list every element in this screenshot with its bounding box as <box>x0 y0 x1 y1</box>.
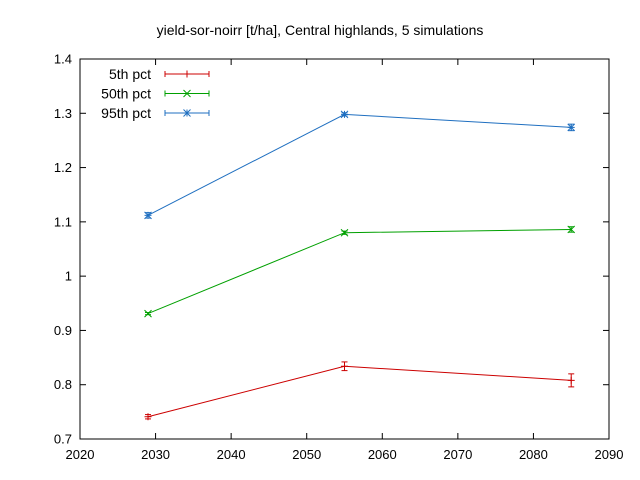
plot-frame <box>79 58 610 440</box>
series-line <box>147 228 572 315</box>
x-tick-label: 2080 <box>519 447 548 462</box>
series-group <box>144 110 576 421</box>
marker-line <box>144 211 152 220</box>
y-tick-label: 1.1 <box>54 214 72 229</box>
x-axis-ticks: 2020 2030 2040 2050 2060 2070 2080 2090 <box>66 59 624 462</box>
legend-entry: 5th pct <box>109 66 210 82</box>
legend-label: 95th pct <box>101 105 151 121</box>
y-tick-label: 0.7 <box>54 432 72 447</box>
legend-label: 5th pct <box>109 66 151 82</box>
legend-marker <box>183 109 191 117</box>
data-point <box>567 225 576 234</box>
axes <box>79 58 610 440</box>
x-tick-label: 2060 <box>368 447 397 462</box>
legend-marker <box>183 70 191 78</box>
legend-marker <box>183 89 191 98</box>
marker-line <box>183 109 191 117</box>
marker-line <box>567 225 576 234</box>
y-tick-label: 1 <box>65 269 72 284</box>
x-tick-label: 2070 <box>443 447 472 462</box>
data-point <box>144 309 152 318</box>
marker-line <box>183 89 191 98</box>
marker-line <box>340 110 349 119</box>
y-tick-label: 0.8 <box>54 377 72 392</box>
series-line <box>147 365 572 418</box>
data-point <box>340 110 349 119</box>
marker-line <box>144 309 152 318</box>
x-tick-label: 2020 <box>66 447 95 462</box>
x-tick-label: 2090 <box>595 447 624 462</box>
legend-entry: 50th pct <box>101 86 210 102</box>
x-tick-label: 2050 <box>292 447 321 462</box>
data-point <box>567 123 576 132</box>
y-axis-ticks: 0.7 0.8 0.9 1 1.1 1.2 1.3 1.4 <box>54 52 609 447</box>
y-tick-label: 1.4 <box>54 52 72 67</box>
series-2 <box>144 225 576 318</box>
data-point <box>340 228 349 237</box>
x-tick-label: 2030 <box>141 447 170 462</box>
marker-line <box>340 228 349 237</box>
legend-entry: 95th pct <box>101 105 210 121</box>
legend: 5th pct 50th pct 95th pct <box>101 66 210 121</box>
data-point <box>144 413 152 421</box>
series-line <box>147 113 572 216</box>
legend-label: 50th pct <box>101 86 151 102</box>
series-3 <box>144 110 576 220</box>
marker-line <box>567 123 576 132</box>
series-1 <box>144 361 575 421</box>
y-tick-label: 1.3 <box>54 106 72 121</box>
data-point <box>567 376 575 384</box>
data-point <box>144 211 152 220</box>
x-tick-label: 2040 <box>217 447 246 462</box>
y-tick-label: 0.9 <box>54 323 72 338</box>
data-point <box>341 362 348 370</box>
y-tick-label: 1.2 <box>54 160 72 175</box>
chart-title: yield-sor-noirr [t/ha], Central highland… <box>157 22 484 38</box>
